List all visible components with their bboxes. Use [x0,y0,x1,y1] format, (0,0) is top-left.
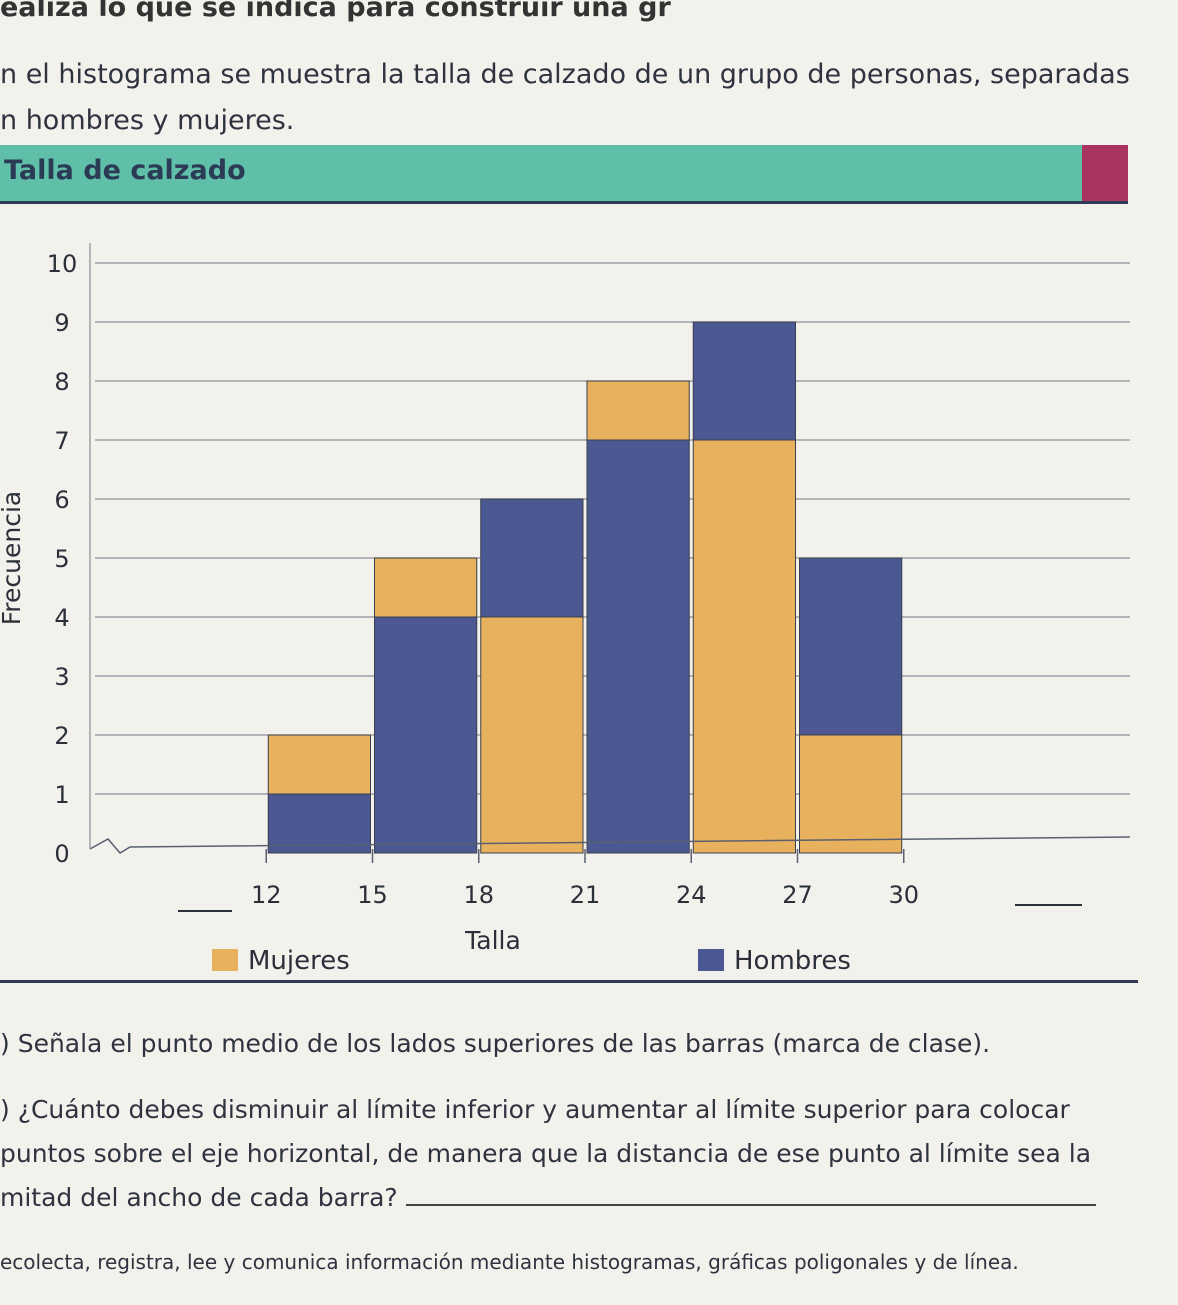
x-axis-title: Talla [464,926,521,955]
bar-hombres-24-27 [692,321,796,441]
bar-mujeres-27-30 [799,734,903,854]
bars [267,321,903,854]
legend-label-mujeres: Mujeres [248,946,350,976]
bar-mujeres-21-24 [586,380,690,441]
answer-line[interactable] [405,1182,1096,1206]
y-tick-label: 8 [54,368,69,396]
x-tick-label: 21 [570,881,601,909]
question-b: ) ¿Cuánto debes disminuir al límite infe… [0,1088,1130,1220]
legend-swatch-hombres [698,949,724,971]
y-tick-label: 0 [54,840,69,868]
x-tick-label: 24 [676,881,707,909]
axes [89,243,1131,912]
question-a-text: ) Señala el punto medio de los lados sup… [0,1029,991,1058]
bar-hombres-18-21 [480,498,584,618]
y-tick-label: 5 [54,545,69,573]
y-axis-title: Frecuencia [0,491,26,626]
x-tick-label: 30 [888,881,919,909]
y-tick-label: 3 [54,663,69,691]
bar-mujeres-18-21 [480,616,584,854]
x-tick-label: 18 [463,881,494,909]
footer-text: ecolecta, registra, lee y comunica infor… [0,1250,1019,1274]
question-b-text: ) ¿Cuánto debes disminuir al límite infe… [0,1095,1092,1212]
bar-hombres-27-30 [799,557,903,736]
legend-label-hombres: Hombres [734,946,851,976]
chart-bottom-rule [0,980,1138,983]
y-tick-label: 1 [54,781,69,809]
chart-banner: Talla de calzado [0,145,1128,204]
bar-mujeres-15-18 [374,557,478,618]
y-tick-label: 7 [54,427,69,455]
y-tick-label: 6 [54,486,69,514]
bar-hombres-15-18 [374,616,478,854]
banner-accent [1082,145,1128,201]
bar-hombres-21-24 [586,439,690,854]
legend-swatch-mujeres [212,949,238,971]
instruction-heading: ealiza lo que se indica para construir u… [0,0,671,23]
y-tick-label: 9 [54,309,69,337]
intro-text: n el histograma se muestra la talla de c… [0,59,1130,136]
x-tick-label: 27 [782,881,813,909]
x-tick-label: 15 [357,881,388,909]
x-tick-label: 12 [251,881,282,909]
bar-mujeres-24-27 [692,439,796,854]
y-tick-label: 4 [54,604,69,632]
bar-mujeres-12-15 [267,734,371,795]
y-tick-label: 10 [47,250,78,278]
legend: Mujeres Hombres [212,946,851,976]
chart-title: Talla de calzado [4,155,246,186]
question-a: ) Señala el punto medio de los lados sup… [0,1022,1130,1066]
y-tick-label: 2 [54,722,69,750]
x-axis-line [89,836,1131,854]
